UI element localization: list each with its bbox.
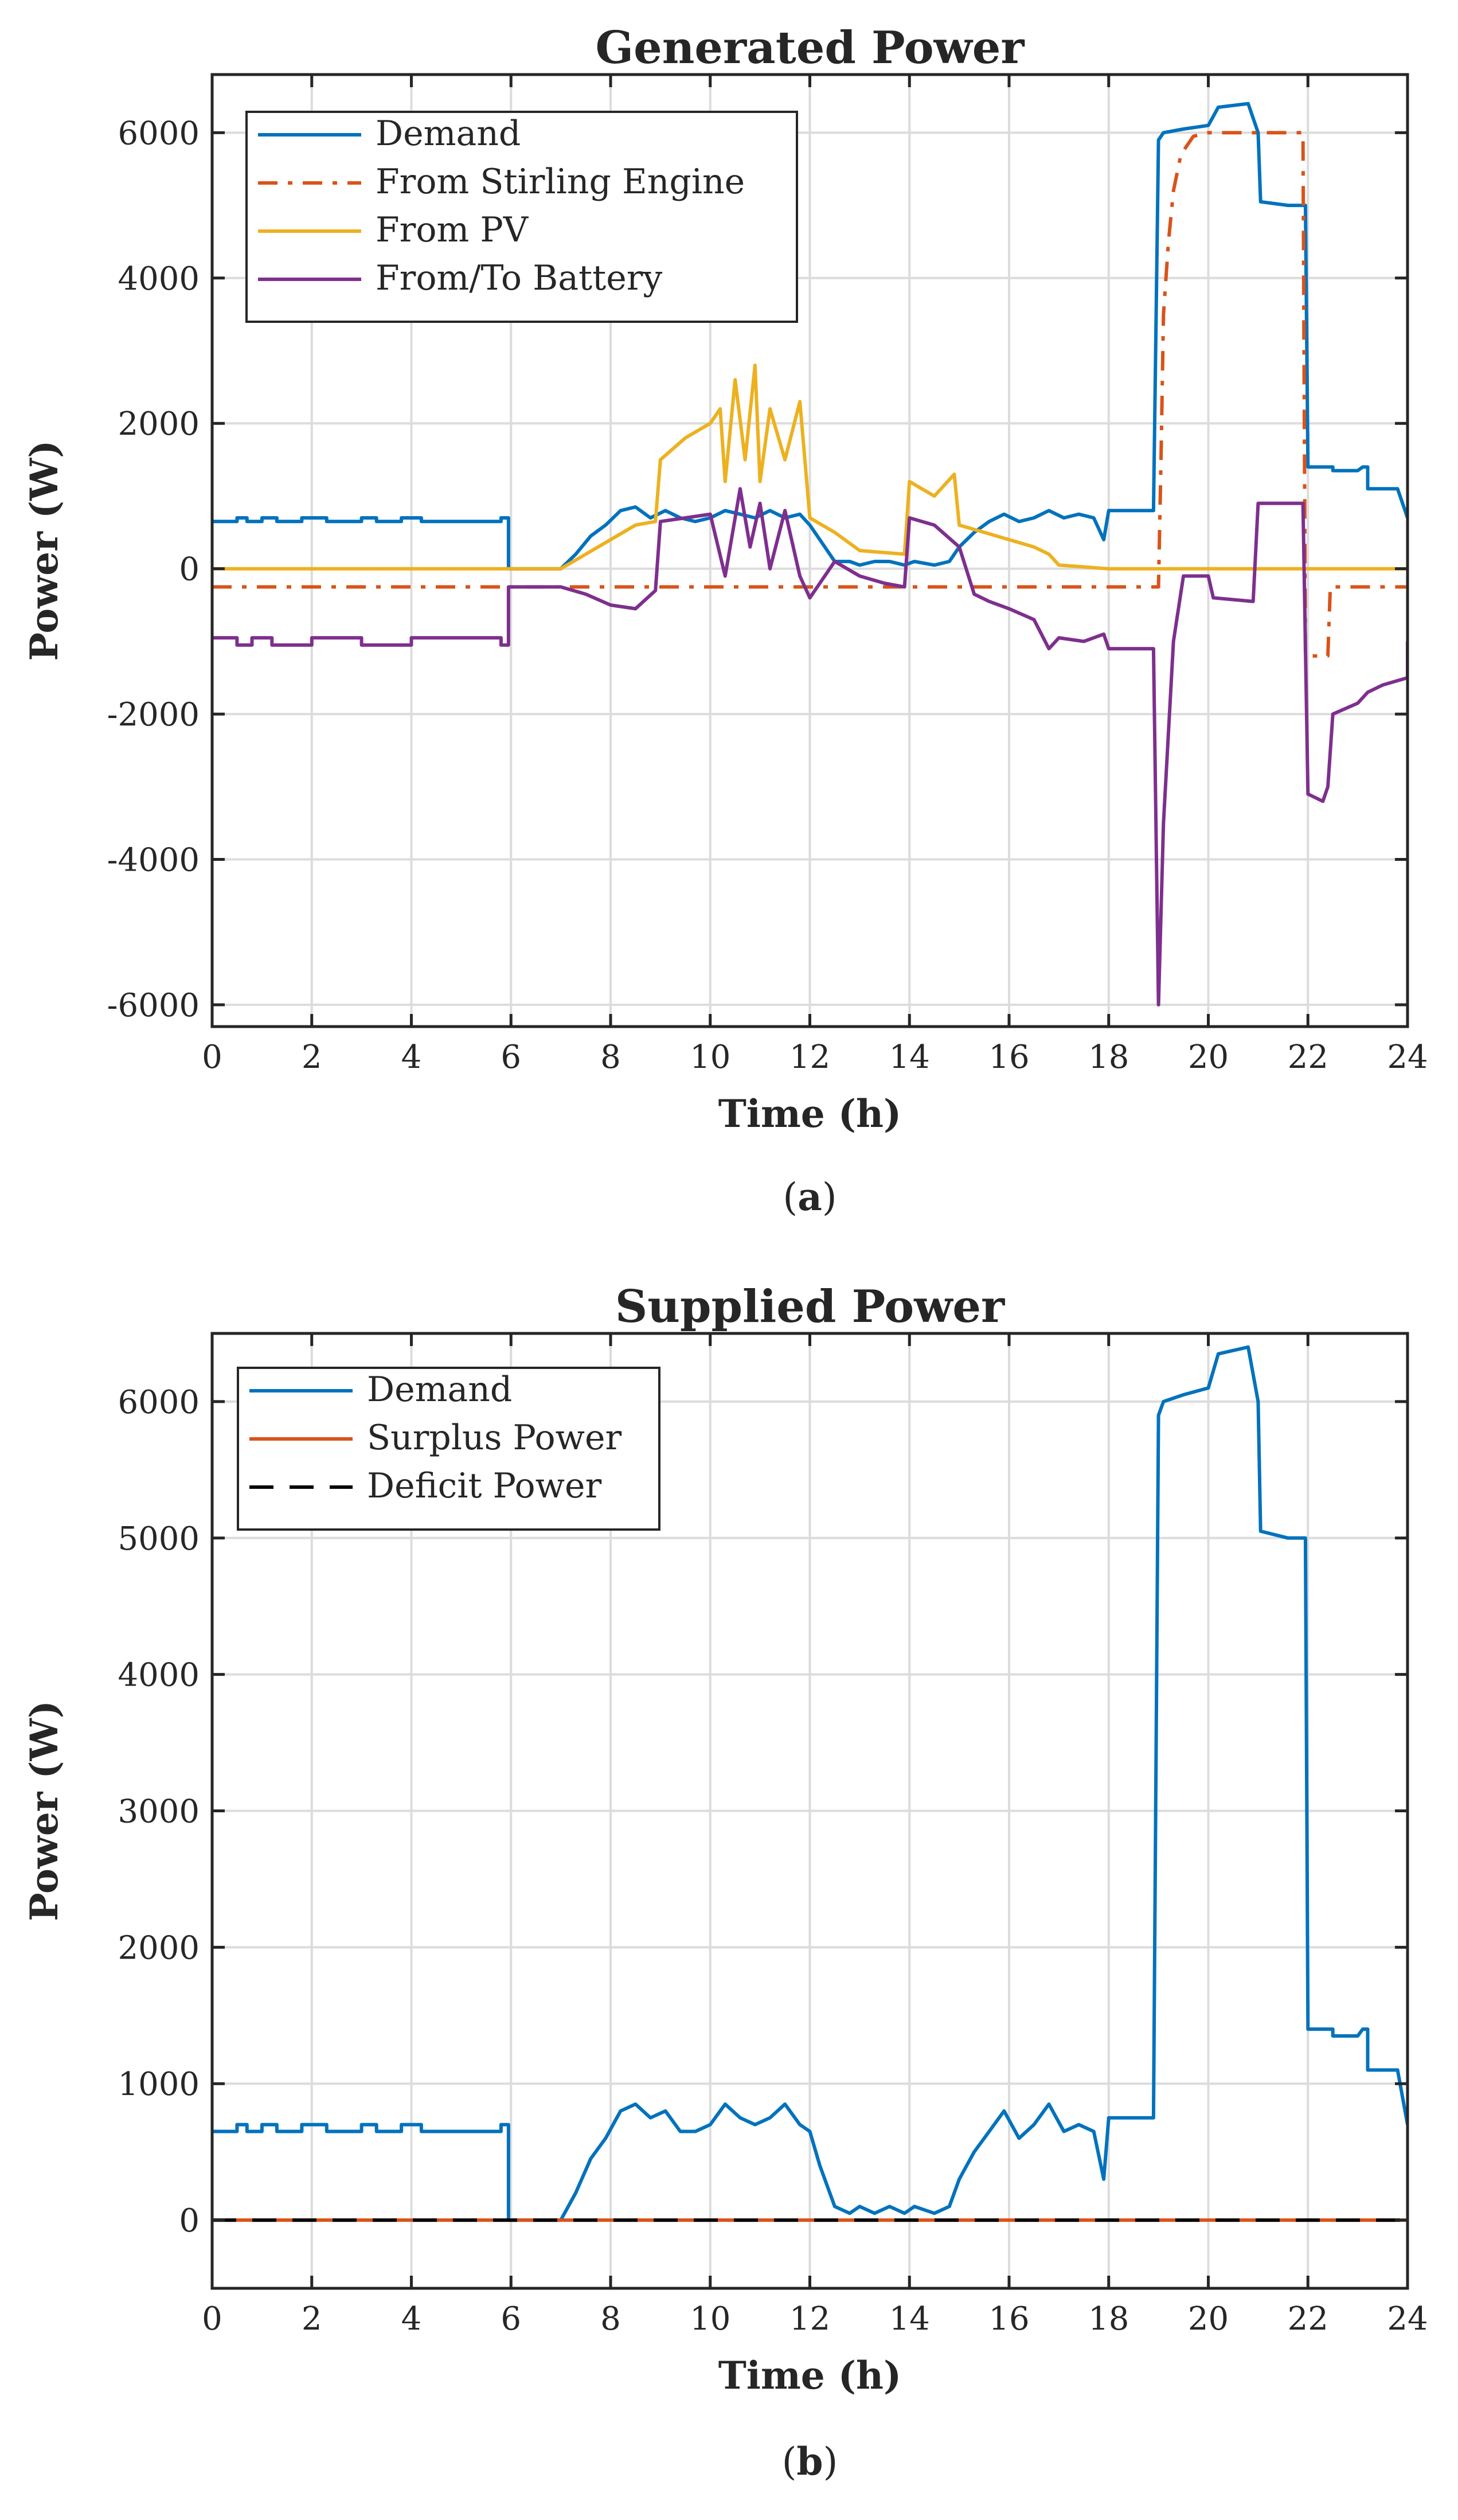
chart1-ytick-label-0: 0 — [179, 2202, 200, 2240]
chart1-ytick-label-5000: 5000 — [118, 1520, 200, 1558]
chart0-xtick-label-10: 10 — [690, 1039, 730, 1076]
chart1-legend-box — [237, 1367, 660, 1531]
chart0-series-demand — [212, 102, 1408, 571]
chart0-caption-open: ( — [783, 1175, 798, 1219]
chart1-caption-letter: b — [796, 2439, 823, 2484]
chart1-caption: (b) — [782, 2439, 838, 2484]
chart0-ytick-label-0: 0 — [179, 551, 200, 588]
chart0-caption-letter: a — [798, 1175, 822, 1219]
chart0-legend: Demand From Stirling Engine From PV From/To… — [245, 111, 798, 323]
chart1-xtick-label-6: 6 — [501, 2300, 521, 2338]
chart0-legend-box — [245, 111, 798, 323]
chart0-ytick-label-4000: 4000 — [118, 260, 200, 298]
chart0-ytick-label-6000: 6000 — [118, 115, 200, 152]
chart1-xtick-label-22: 22 — [1288, 2300, 1328, 2338]
chart0-xtick-label-18: 18 — [1088, 1039, 1129, 1076]
chart1-legend-label-surplus-power: Surplus Power — [367, 1418, 621, 1458]
chart0-xtick-label-14: 14 — [889, 1039, 930, 1076]
chart1-xtick-label-24: 24 — [1387, 2300, 1428, 2338]
chart0-xtick-label-2: 2 — [302, 1039, 322, 1076]
chart1-y-axis-label: Power (W) — [22, 1700, 67, 1921]
chart0-ytick-label--4000: -4000 — [107, 842, 200, 879]
chart1-legend-label-deficit-power: Deficit Power — [367, 1466, 602, 1506]
chart1-title: Supplied Power — [615, 1281, 1005, 1333]
chart0-xtick-label-22: 22 — [1288, 1039, 1328, 1076]
chart0-series-group — [212, 102, 1408, 1007]
chart0-xtick-label-24: 24 — [1387, 1039, 1428, 1076]
chart0-legend-label-from-pv: From PV — [376, 210, 529, 250]
chart1-legend-label-demand: Demand — [367, 1370, 512, 1410]
chart1-ytick-label-2000: 2000 — [118, 1929, 200, 1967]
chart0-xtick-label-12: 12 — [789, 1039, 830, 1076]
chart1-series-demand — [212, 1345, 1408, 2222]
chart0-ytick-label--2000: -2000 — [107, 696, 200, 734]
chart0-title: Generated Power — [595, 22, 1025, 74]
chart1-series-group — [212, 1345, 1408, 2222]
chart1-xtick-label-20: 20 — [1188, 2300, 1229, 2338]
chart0-xtick-label-6: 6 — [501, 1039, 521, 1076]
chart1-xtick-label-4: 4 — [401, 2300, 422, 2338]
chart0-xtick-label-16: 16 — [988, 1039, 1029, 1076]
chart1-xtick-label-12: 12 — [789, 2300, 830, 2338]
chart1-xtick-label-10: 10 — [690, 2300, 730, 2338]
chart-supplied-power: 0 2 4 6 8 10 12 14 16 18 20 22 240100020003000400050… — [22, 1281, 1428, 2484]
chart1-ytick-label-1000: 1000 — [118, 2066, 200, 2103]
chart1-xtick-label-18: 18 — [1088, 2300, 1129, 2338]
chart0-ytick-label--6000: -6000 — [107, 987, 200, 1024]
chart0-y-axis-label: Power (W) — [22, 440, 67, 661]
chart0-xtick-label-4: 4 — [401, 1039, 422, 1076]
chart1-xtick-label-2: 2 — [302, 2300, 322, 2338]
chart1-xtick-label-0: 0 — [202, 2300, 222, 2338]
chart0-caption: (a) — [783, 1175, 837, 1219]
chart1-xtick-label-14: 14 — [889, 2300, 930, 2338]
chart1-x-axis-label: Time (h) — [718, 2353, 901, 2398]
chart0-ytick-label-2000: 2000 — [118, 405, 200, 443]
chart1-legend: Demand Surplus Power Deficit Power — [237, 1367, 660, 1531]
chart0-xtick-label-20: 20 — [1188, 1039, 1229, 1076]
chart0-legend-label-from-to-battery: From/To Battery — [376, 258, 662, 298]
chart1-ytick-label-6000: 6000 — [118, 1384, 200, 1421]
chart0-xtick-label-8: 8 — [600, 1039, 621, 1076]
chart1-caption-open: ( — [782, 2440, 797, 2484]
chart-generated-power: 0 2 4 6 8 10 12 14 16 18 20 22 24-6000-4000-20000200… — [22, 22, 1428, 1219]
chart1-xtick-label-8: 8 — [600, 2300, 621, 2338]
chart0-caption-close: ) — [822, 1175, 837, 1219]
chart1-ytick-label-4000: 4000 — [118, 1657, 200, 1694]
chart0-legend-label-demand: Demand — [376, 114, 521, 154]
chart1-ytick-label-3000: 3000 — [118, 1793, 200, 1831]
chart0-series-from-stirling-engine — [212, 131, 1408, 658]
chart0-xtick-label-0: 0 — [202, 1039, 222, 1076]
chart0-series-from-to-battery — [212, 487, 1408, 1007]
chart1-caption-close: ) — [823, 2440, 838, 2484]
chart1-xtick-label-16: 16 — [988, 2300, 1029, 2338]
chart0-x-axis-label: Time (h) — [718, 1091, 901, 1136]
chart0-legend-label-from-stirling-engine: From Stirling Engine — [376, 162, 745, 202]
chart0-series-from-pv — [212, 363, 1408, 571]
